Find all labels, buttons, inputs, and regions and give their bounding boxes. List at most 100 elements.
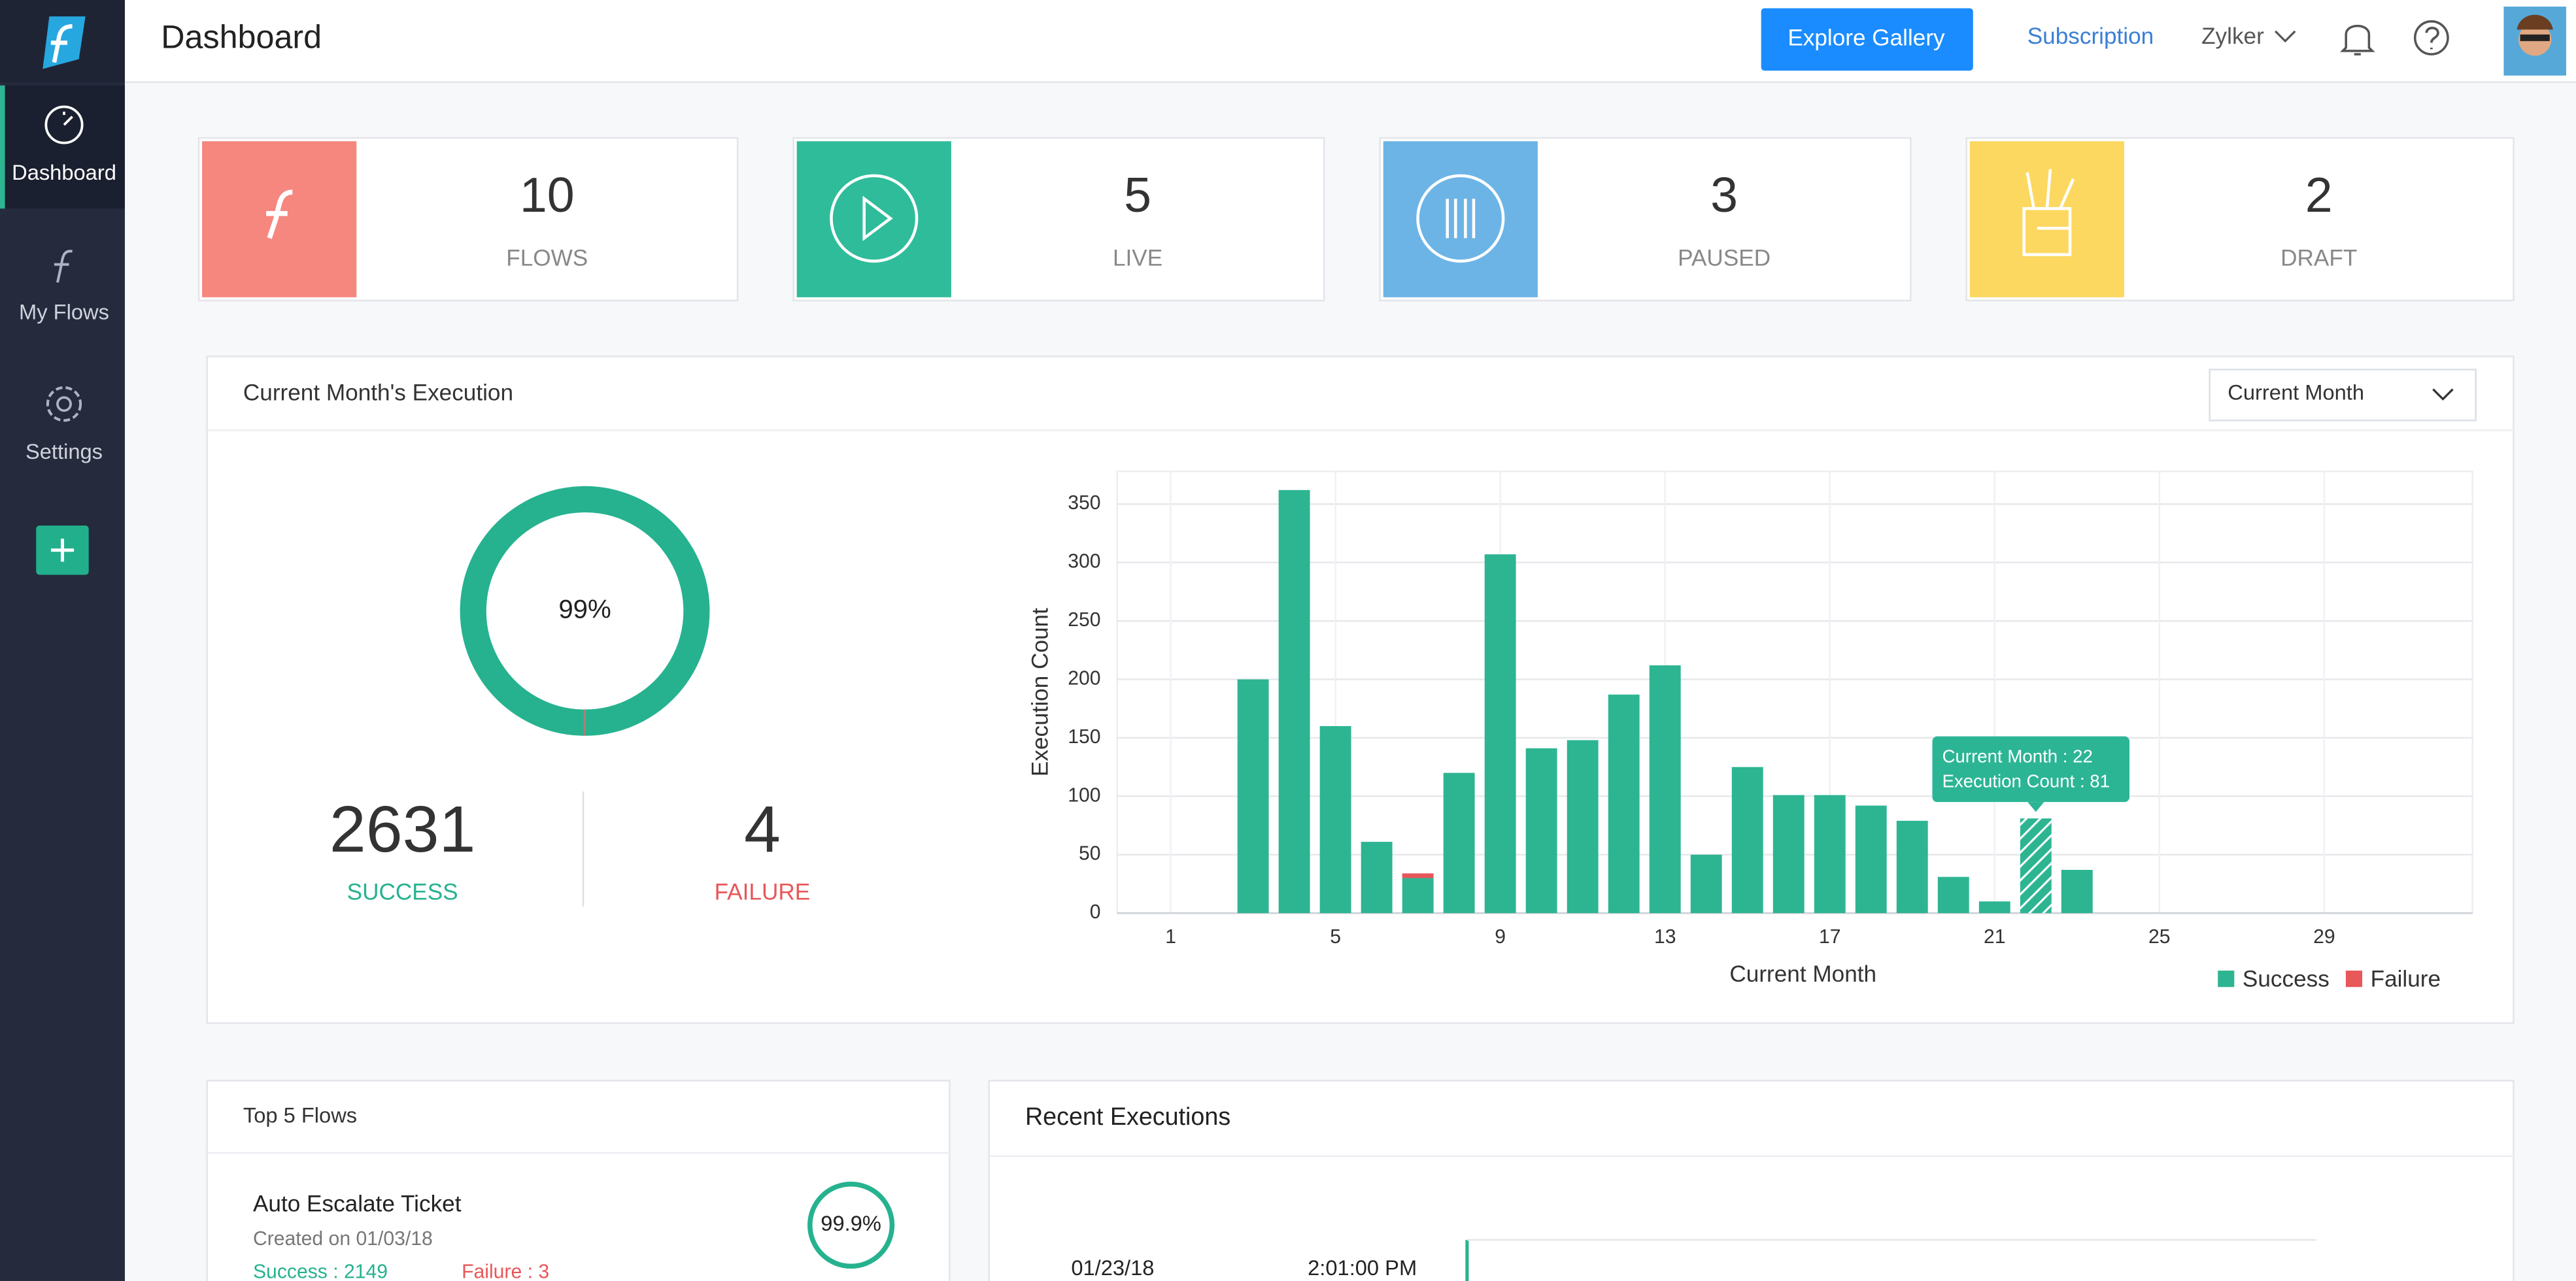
donut [460,486,710,736]
nav-active[interactable] [0,85,125,209]
stat-label: FLOWS [506,245,588,271]
y-tick-label: 300 [1068,551,1100,573]
legend-swatch [2345,971,2363,988]
bar-chart: 0 50 100 150 200 250 300 350 1 5 9 13 17 21 25 29 Curren… [1027,470,2473,991]
org-menu[interactable]: Zylker [2201,24,2264,49]
settings-icon-core [56,396,72,412]
stat-label: DRAFT [2280,245,2357,271]
bar [1649,665,1681,914]
stat-icon-box [796,141,951,297]
recent-panel [988,1080,2515,1281]
stat-cards: 10 FLOWS 5 LIVE 3 PAUSED 2 DRAFT [197,137,2515,302]
page-title: Dashboard [161,19,322,56]
nav-my-flows[interactable]: My Flows [19,300,109,324]
recent-title: Recent Executions [1025,1103,1230,1130]
legend-swatch [2218,971,2235,988]
paused-icon-bars [1446,199,1476,239]
recent-date: 01/23/18 [1071,1256,1154,1280]
y-tick-label: 100 [1068,784,1100,806]
flows-icon [266,190,293,239]
nav-dashboard[interactable]: Dashboard [12,160,116,184]
y-tick-label: 150 [1068,726,1100,748]
help-icon-mark [2425,26,2439,50]
subscription-link[interactable]: Subscription [2027,24,2154,49]
y-tick-label: 200 [1068,667,1100,689]
live-icon [830,174,919,263]
tooltip-line: Current Month : 22 [1942,746,2093,767]
stat-icon-box [1969,141,2124,297]
donut-label: 99% [558,594,611,624]
period-dropdown[interactable] [2209,369,2477,422]
stat-icon-box [202,141,357,297]
stat-label: LIVE [1113,245,1162,271]
bar [1814,795,1846,914]
x-tick-label: 1 [1165,926,1176,948]
explore-button-label[interactable]: Explore Gallery [1788,25,1945,51]
flow-created: Created on 01/03/18 [253,1228,433,1250]
failure-count: 4 [744,793,781,866]
bar [1937,876,1969,914]
x-tick-label: 13 [1654,926,1676,948]
x-tick-label: 9 [1495,926,1506,948]
tooltip-arrow [2027,802,2044,812]
bar [1484,554,1516,914]
bar [1608,694,1640,914]
bar [2061,869,2093,914]
x-axis-label: Current Month [1729,961,1876,987]
dashboard-icon [44,105,84,144]
y-axis-label: Execution Count [1027,608,1053,776]
stat-value: 10 [520,167,575,222]
bar [1690,854,1722,914]
y-tick-label: 50 [1079,843,1101,865]
avatar-glasses [2520,34,2550,41]
flow-name[interactable]: Auto Escalate Ticket [253,1191,462,1217]
org-caret [2275,30,2296,43]
bar [1855,805,1887,914]
flow-rate: 99.9% [821,1211,881,1235]
nav-settings[interactable]: Settings [25,439,103,463]
dropdown-caret [2432,388,2454,401]
success-count: 2631 [330,793,476,866]
nav-indicator [0,85,5,209]
top-flows-panel [206,1080,951,1281]
bar [1402,873,1434,878]
stat-value: 2 [2305,167,2333,222]
bar [1525,748,1557,914]
bar [1443,773,1475,914]
help-icon[interactable] [2413,20,2449,56]
flow-rate-ring [807,1181,895,1269]
stat-value: 3 [1710,167,1738,222]
flows-icon [54,250,73,283]
bar [1731,767,1763,914]
x-tick-label: 21 [1984,926,2006,948]
top-flows-title: Top 5 Flows [243,1103,357,1127]
settings-icon [46,386,82,422]
bar [2020,818,2052,914]
stat-icon-box [1383,141,1538,297]
period-dropdown-label[interactable]: Current Month [2228,380,2364,405]
tooltip-line: Execution Count : 81 [1942,771,2110,791]
legend-label: Success [2243,966,2330,991]
recent-time: 2:01:00 PM [1308,1256,1417,1280]
x-tick-label: 29 [2313,926,2335,948]
explore-button[interactable] [1761,8,1973,71]
bar [1772,795,1805,914]
bar [1402,878,1434,914]
dashboard-icon-needle [63,111,73,126]
paused-icon [1416,174,1505,263]
x-tick-label: 17 [1819,926,1841,948]
y-tick-label: 350 [1068,492,1100,514]
stat-value: 5 [1124,167,1151,222]
y-tick-label: 250 [1068,609,1100,631]
success-label: SUCCESS [347,879,458,905]
logo [42,16,86,69]
bar [1278,490,1310,914]
bar [1361,842,1393,914]
bell-icon[interactable] [2339,25,2375,56]
failure-label: FAILURE [715,879,811,905]
tooltip [1932,736,2130,803]
header [124,0,2576,82]
live-icon-play [862,195,893,241]
